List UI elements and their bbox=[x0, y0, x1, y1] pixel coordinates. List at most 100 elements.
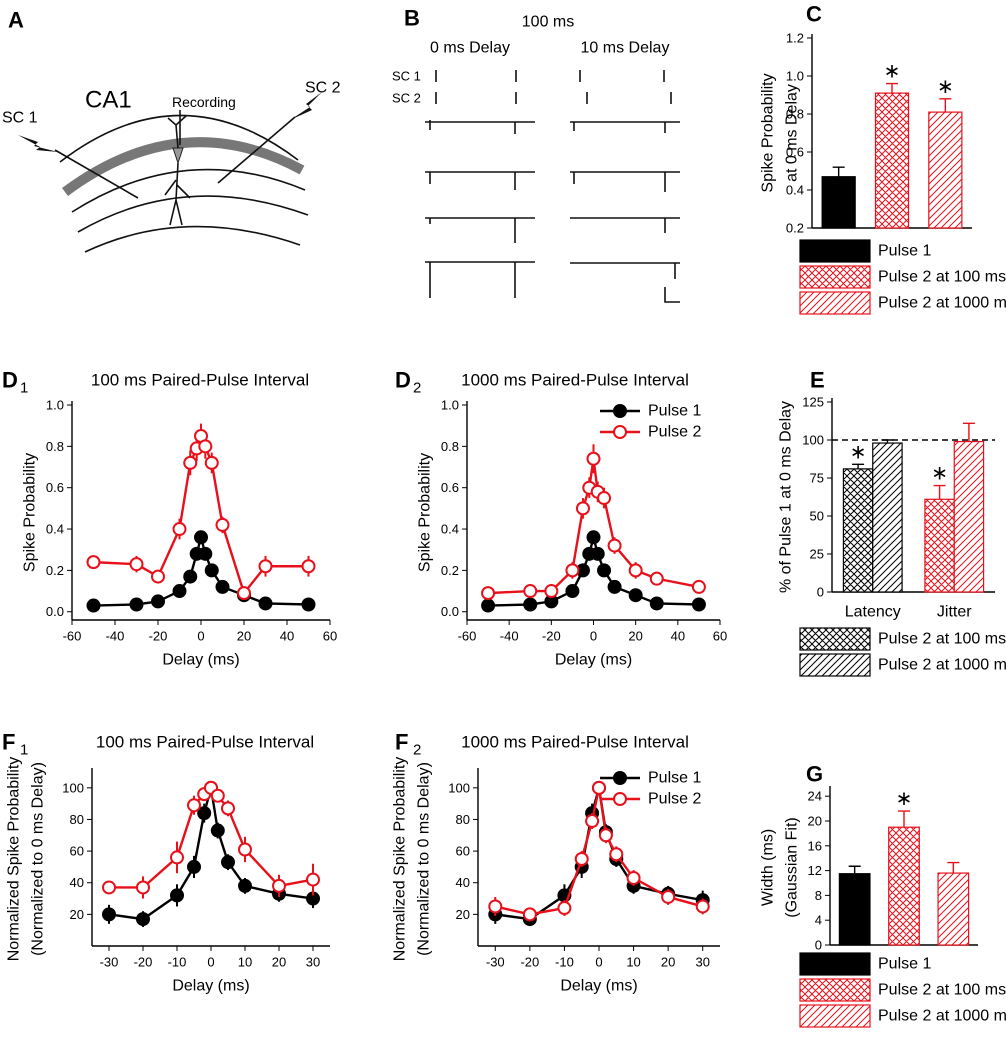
y-axis-label: Spike Probability bbox=[417, 453, 434, 572]
panel-a: A CA1 Recording SC 1 SC 2 bbox=[2, 8, 341, 253]
y-tick-label: 1.0 bbox=[786, 69, 804, 84]
y-tick-label: 75 bbox=[810, 471, 824, 486]
data-point bbox=[574, 852, 589, 866]
chart-title: 100 ms Paired-Pulse Interval bbox=[91, 371, 309, 390]
legend-label: Pulse 2 at 100 ms bbox=[878, 631, 1006, 648]
error-bar bbox=[962, 422, 975, 442]
data-point bbox=[136, 912, 150, 927]
legend-swatch bbox=[799, 952, 871, 976]
electrode bbox=[54, 149, 139, 199]
x-tick-label: 30 bbox=[306, 955, 320, 970]
x-tick-label: 0 bbox=[207, 955, 214, 970]
legend-label: Pulse 1 bbox=[878, 956, 931, 973]
legend-marker bbox=[613, 425, 627, 439]
x-tick-label: -40 bbox=[106, 629, 125, 644]
series-line bbox=[93, 532, 309, 607]
data-point bbox=[488, 899, 503, 914]
x-tick-label: -20 bbox=[520, 955, 539, 970]
x-tick-label: 0 bbox=[197, 629, 204, 644]
data-point bbox=[198, 546, 213, 561]
y-tick-label: 4 bbox=[815, 913, 822, 928]
data-point bbox=[607, 579, 622, 594]
data-point bbox=[221, 855, 235, 870]
data-point bbox=[586, 530, 601, 545]
legend-label: Pulse 2 bbox=[648, 424, 701, 441]
data-point bbox=[221, 801, 235, 816]
condition-label: 0 ms Delay bbox=[430, 40, 510, 57]
trace bbox=[425, 120, 680, 134]
chart-title: 1000 ms Paired-Pulse Interval bbox=[461, 371, 689, 390]
data-point bbox=[215, 579, 230, 594]
data-point bbox=[557, 901, 572, 916]
data-point bbox=[628, 563, 643, 578]
interval-label: 100 ms bbox=[522, 14, 574, 31]
error-bar bbox=[848, 865, 861, 874]
trace bbox=[425, 261, 680, 298]
data-point bbox=[197, 806, 212, 821]
data-point bbox=[187, 798, 201, 813]
trace bbox=[425, 171, 680, 192]
data-point bbox=[183, 569, 198, 584]
y-tick-label: 1.2 bbox=[786, 31, 804, 46]
y-axis-label: (Normalized to 0 ms Delay) bbox=[30, 762, 47, 956]
data-point bbox=[136, 880, 150, 895]
panel-label: C bbox=[806, 2, 822, 27]
legend-label: Pulse 2 at 100 ms bbox=[878, 269, 1006, 286]
bar bbox=[928, 111, 963, 229]
layer-line bbox=[71, 168, 306, 213]
x-tick-label: -60 bbox=[458, 629, 477, 644]
y-axis-label: Normalized Spike Probability bbox=[392, 757, 409, 962]
bar bbox=[842, 468, 874, 593]
legend-label: Pulse 2 at 1000 ms bbox=[878, 1008, 1006, 1025]
y-tick-label: 125 bbox=[802, 395, 824, 410]
y-tick-label: 0 bbox=[815, 938, 822, 953]
data-point bbox=[238, 878, 252, 893]
y-tick-label: 0.0 bbox=[441, 604, 459, 619]
condition-label: 10 ms Delay bbox=[581, 40, 670, 57]
x-tick-label: 20 bbox=[628, 629, 642, 644]
x-tick-label: Latency bbox=[845, 604, 901, 621]
x-tick-label: -20 bbox=[149, 629, 168, 644]
panel-label: D bbox=[395, 368, 411, 393]
y-tick-label: 50 bbox=[810, 509, 824, 524]
legend-swatch bbox=[799, 978, 871, 1002]
legend-label: Pulse 2 at 1000 ms bbox=[878, 295, 1006, 312]
y-axis-label: Width (ms) bbox=[760, 829, 777, 906]
data-point bbox=[523, 597, 538, 612]
x-axis-label: Delay (ms) bbox=[162, 652, 239, 669]
bar bbox=[888, 826, 920, 946]
x-tick-label: -20 bbox=[134, 955, 153, 970]
data-point bbox=[481, 586, 496, 601]
data-point bbox=[649, 596, 664, 611]
data-point bbox=[86, 555, 101, 570]
y-tick-label: 0.6 bbox=[441, 480, 459, 495]
data-point bbox=[585, 814, 600, 829]
data-point bbox=[523, 584, 538, 599]
y-tick-label: 0.6 bbox=[46, 480, 64, 495]
data-point bbox=[210, 823, 225, 838]
error-bar bbox=[939, 98, 952, 113]
y-axis-label: Normalized Spike Probability bbox=[6, 757, 23, 962]
panel-label-sub: 1 bbox=[20, 742, 28, 759]
y-tick-label: 80 bbox=[456, 812, 470, 827]
data-point bbox=[204, 455, 219, 470]
panel-label-sub: 2 bbox=[413, 380, 421, 397]
x-axis-label: Delay (ms) bbox=[172, 978, 249, 995]
stim-bolt bbox=[290, 92, 322, 120]
panel-label: F bbox=[395, 730, 408, 755]
stimulus-label: SC 2 bbox=[392, 91, 421, 106]
data-point bbox=[272, 878, 286, 893]
y-tick-label: 0.4 bbox=[46, 522, 64, 537]
significance-mark: ∗ bbox=[896, 788, 913, 810]
y-axis-label: (Normalized to 0 ms Delay) bbox=[416, 762, 433, 956]
y-tick-label: 80 bbox=[70, 812, 84, 827]
x-tick-label: 20 bbox=[272, 955, 286, 970]
y-tick-label: 0.8 bbox=[786, 107, 804, 122]
y-tick-label: 24 bbox=[808, 789, 822, 804]
pyramidal-layer bbox=[62, 137, 305, 197]
error-bar bbox=[933, 484, 946, 500]
legend-marker bbox=[613, 771, 627, 785]
panel-label: F bbox=[2, 730, 15, 755]
y-axis-label: (Gaussian Fit) bbox=[784, 817, 801, 917]
y-tick-label: 1.0 bbox=[441, 398, 459, 413]
